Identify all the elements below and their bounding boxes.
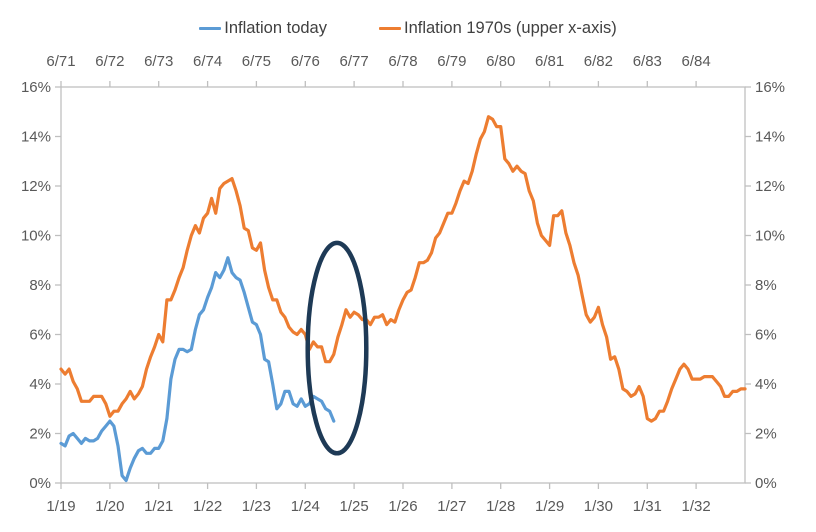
right-axis-tick-label: 10% (755, 228, 785, 245)
right-axis-tick-label: 6% (755, 327, 777, 344)
upper-axis-tick-label: 6/84 (681, 53, 710, 70)
left-axis-tick-label: 4% (29, 376, 51, 393)
upper-axis-tick-label: 6/79 (437, 53, 466, 70)
right-axis-tick-label: 4% (755, 376, 777, 393)
right-axis-tick-label: 14% (755, 129, 785, 146)
lower-axis-tick-label: 1/23 (242, 498, 271, 515)
right-axis-tick-label: 2% (755, 426, 777, 443)
lower-axis-tick-label: 1/19 (46, 498, 75, 515)
upper-axis-tick-label: 6/75 (242, 53, 271, 70)
lower-axis-tick-label: 1/25 (339, 498, 368, 515)
left-axis-tick-label: 12% (21, 178, 51, 195)
right-axis-tick-label: 12% (755, 178, 785, 195)
upper-axis-tick-label: 6/76 (291, 53, 320, 70)
left-axis-tick-label: 10% (21, 228, 51, 245)
upper-axis-tick-label: 6/71 (46, 53, 75, 70)
lower-axis-tick-label: 1/31 (633, 498, 662, 515)
legend-line-swatch-orange (378, 27, 401, 30)
series-inflation-today (59, 256, 336, 483)
lower-axis-tick-label: 1/20 (95, 498, 124, 515)
left-axis-tick-label: 8% (29, 277, 51, 294)
legend-item-inflation-1970s: Inflation 1970s (upper x-axis) (378, 19, 617, 38)
left-axis-tick-label: 0% (29, 475, 51, 492)
legend-label-inflation-today: Inflation today (224, 19, 327, 37)
legend-label-inflation-1970s: Inflation 1970s (upper x-axis) (403, 19, 617, 37)
right-axis-tick-label: 16% (755, 79, 785, 96)
upper-axis-tick-label: 6/81 (535, 53, 564, 70)
legend-item-inflation-today: Inflation today (199, 19, 327, 38)
left-axis-tick-label: 14% (21, 129, 51, 146)
upper-axis-tick-label: 6/73 (144, 53, 173, 70)
lower-axis-tick-label: 1/29 (535, 498, 564, 515)
lower-axis-tick-label: 1/21 (144, 498, 173, 515)
right-axis-tick-label: 0% (755, 475, 777, 492)
lower-axis-tick-label: 1/27 (437, 498, 466, 515)
upper-axis-tick-label: 6/72 (95, 53, 124, 70)
left-axis-tick-label: 6% (29, 327, 51, 344)
lower-axis-tick-label: 1/26 (388, 498, 417, 515)
chart-legend: Inflation today Inflation 1970s (upper x… (0, 19, 816, 38)
plot-border (60, 86, 746, 484)
lower-axis-tick-label: 1/22 (193, 498, 222, 515)
lower-axis-tick-label: 1/30 (584, 498, 613, 515)
right-axis-tick-label: 8% (755, 277, 777, 294)
series-inflation-1970s (59, 115, 747, 423)
legend-line-swatch-blue (199, 27, 222, 30)
upper-axis-tick-label: 6/78 (388, 53, 417, 70)
lower-axis-tick-label: 1/32 (681, 498, 710, 515)
left-axis-tick-label: 16% (21, 79, 51, 96)
lower-axis-tick-label: 1/24 (291, 498, 320, 515)
upper-axis-tick-label: 6/80 (486, 53, 515, 70)
lower-axis-tick-label: 1/28 (486, 498, 515, 515)
highlight-ellipse-annotation (305, 240, 369, 456)
left-axis-tick-label: 2% (29, 426, 51, 443)
upper-axis-tick-label: 6/83 (633, 53, 662, 70)
upper-axis-tick-label: 6/74 (193, 53, 222, 70)
upper-axis-tick-label: 6/82 (584, 53, 613, 70)
upper-axis-tick-label: 6/77 (339, 53, 368, 70)
